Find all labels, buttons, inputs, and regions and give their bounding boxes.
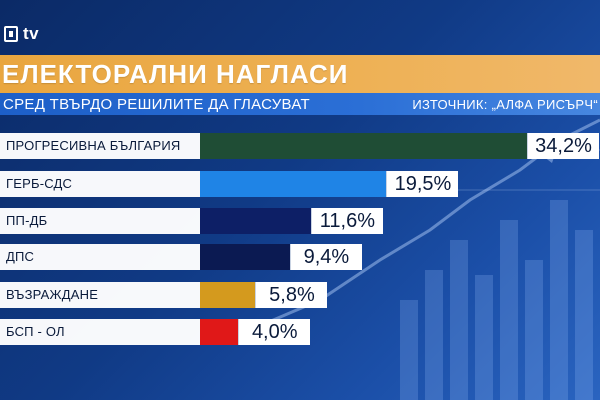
category-label: БСП - ОЛ xyxy=(6,324,65,339)
chart-row: ВЪЗРАЖДАНЕ 5,8% xyxy=(0,282,600,308)
channel-logo-icon xyxy=(4,26,18,42)
row-label-background xyxy=(0,208,200,234)
value-label: 34,2% xyxy=(527,133,599,159)
chart-row: БСП - ОЛ 4,0% xyxy=(0,319,600,345)
row-label-background xyxy=(0,171,200,197)
bar xyxy=(200,133,527,159)
bar xyxy=(200,208,311,234)
category-label: ВЪЗРАЖДАНЕ xyxy=(6,287,99,302)
category-label: ДПС xyxy=(6,249,35,264)
title-bar: ЕЛЕКТОРАЛНИ НАГЛАСИ xyxy=(0,55,600,93)
chart-title: ЕЛЕКТОРАЛНИ НАГЛАСИ xyxy=(2,58,349,89)
category-label: ПРОГРЕСИВНА БЪЛГАРИЯ xyxy=(6,138,181,153)
value-label: 19,5% xyxy=(386,171,459,197)
channel-logo-text: tv xyxy=(23,24,40,43)
bar xyxy=(200,319,239,345)
category-label: ГЕРБ-СДС xyxy=(6,176,73,191)
row-label-background xyxy=(0,133,200,159)
channel-logo: tv xyxy=(4,24,39,44)
chart-row: ПП-ДБ 11,6% xyxy=(0,208,600,234)
category-label: ПП-ДБ xyxy=(6,213,48,228)
value-label: 11,6% xyxy=(310,208,383,234)
subtitle-bar: СРЕД ТВЪРДО РЕШИЛИТЕ ДА ГЛАСУВАТ ИЗТОЧНИ… xyxy=(0,93,600,115)
value-label: 5,8% xyxy=(255,282,328,308)
value-label: 4,0% xyxy=(238,319,311,345)
row-label-background xyxy=(0,282,200,308)
chart-row: ПРОГРЕСИВНА БЪЛГАРИЯ 34,2% xyxy=(0,133,600,159)
value-label: 9,4% xyxy=(289,244,362,270)
bar xyxy=(200,171,387,197)
row-label-background xyxy=(0,244,200,270)
row-label-background xyxy=(0,319,200,345)
chart-subtitle: СРЕД ТВЪРДО РЕШИЛИТЕ ДА ГЛАСУВАТ xyxy=(3,95,310,113)
bar xyxy=(200,282,256,308)
chart-row: ГЕРБ-СДС 19,5% xyxy=(0,171,600,197)
bar xyxy=(200,244,290,270)
source-label: ИЗТОЧНИК: „АЛФА РИСЪРЧ“ xyxy=(412,96,598,112)
chart-row: ДПС 9,4% xyxy=(0,244,600,270)
